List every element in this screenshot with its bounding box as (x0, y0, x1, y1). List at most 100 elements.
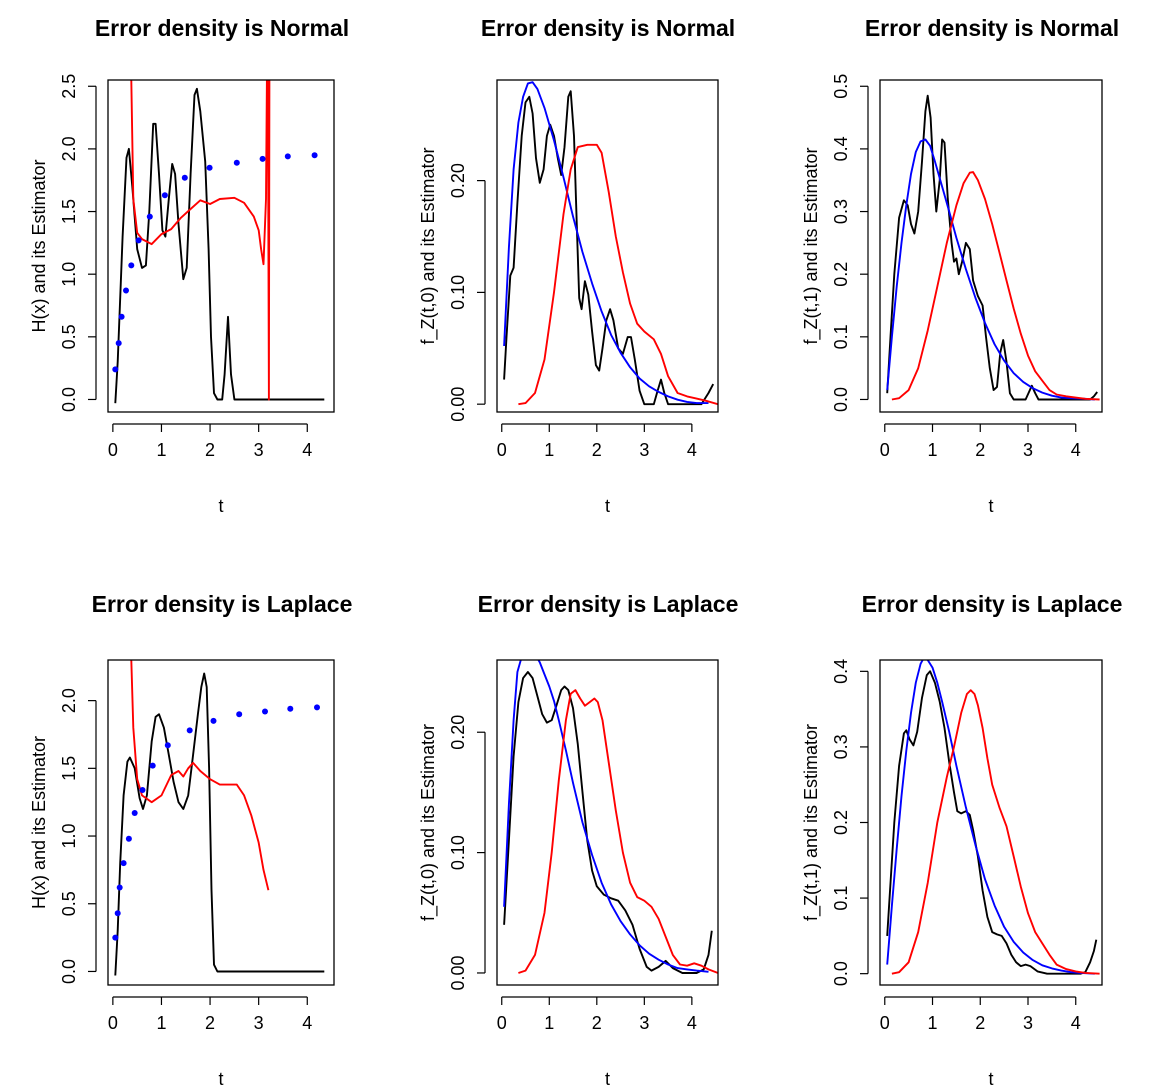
y-tick-label: 0.0 (59, 387, 79, 412)
series-line (114, 87, 325, 404)
x-axis-label: t (218, 1069, 223, 1089)
series-points (112, 152, 318, 373)
series-line (518, 143, 718, 406)
x-tick-label: 3 (1023, 440, 1033, 460)
data-point (120, 860, 127, 867)
y-axis: 0.0 0.1 0.2 0.3 0.4 0.5 f_Z(t,1) and its Estim… (801, 74, 869, 412)
y-tick-label: 0.5 (59, 324, 79, 349)
chart-title: Error density is Normal (865, 15, 1119, 41)
y-tick-label: 1.0 (59, 824, 79, 849)
series-line (891, 171, 1100, 401)
x-axis-label: t (218, 496, 223, 516)
x-tick-label: 0 (497, 1013, 507, 1033)
x-tick-label: 3 (254, 440, 264, 460)
series-line (518, 689, 718, 974)
data-point (206, 164, 213, 171)
x-tick-label: 2 (975, 1013, 985, 1033)
x-tick-label: 2 (592, 1013, 602, 1033)
y-tick-label: 0.0 (59, 959, 79, 984)
data-point (131, 810, 138, 816)
x-axis: 0 1 2 3 4 t (497, 996, 697, 1089)
y-tick-label: 0.00 (448, 387, 468, 422)
y-tick-label: 2.0 (59, 136, 79, 161)
series-points (112, 704, 320, 941)
y-tick-label: 0.4 (831, 659, 851, 684)
data-point (149, 762, 156, 769)
y-axis-label: f_Z(t,1) and its Estimator (801, 724, 822, 921)
data-point (112, 934, 119, 941)
y-tick-label: 2.5 (59, 74, 79, 99)
y-tick-label: 1.5 (59, 199, 79, 224)
series-line (503, 81, 709, 405)
y-tick-label: 0.3 (831, 199, 851, 224)
x-tick-label: 1 (544, 440, 554, 460)
x-axis: 0 1 2 3 4 t (108, 996, 312, 1089)
data-point (181, 174, 188, 181)
plot-frame (107, 659, 335, 986)
series-line (130, 80, 271, 401)
plot-frame (496, 659, 719, 986)
y-tick-label: 1.5 (59, 756, 79, 781)
x-tick-label: 1 (928, 440, 938, 460)
y-tick-label: 0.5 (59, 891, 79, 916)
x-tick-label: 2 (205, 440, 215, 460)
x-axis: 0 1 2 3 4 t (108, 423, 312, 516)
x-tick-label: 3 (639, 440, 649, 460)
x-tick-label: 3 (254, 1013, 264, 1033)
data-point (115, 340, 122, 347)
y-tick-label: 0.0 (831, 961, 851, 986)
x-tick-label: 4 (302, 1013, 312, 1033)
y-axis: 0.0 0.5 1.0 1.5 2.0 2.5 H(x) and its Estimator (29, 74, 97, 412)
x-tick-label: 4 (1071, 440, 1081, 460)
chart-title: Error density is Laplace (478, 591, 739, 617)
series-line (886, 138, 1095, 401)
x-axis-label: t (605, 1069, 610, 1089)
data-point (139, 787, 146, 793)
plot-frame (496, 79, 719, 413)
data-point (314, 704, 320, 711)
y-tick-label: 0.1 (831, 324, 851, 349)
x-tick-label: 4 (687, 440, 697, 460)
x-tick-label: 4 (1071, 1013, 1081, 1033)
y-tick-label: 0.2 (831, 262, 851, 287)
y-axis-label: H(x) and its Estimator (29, 736, 49, 909)
x-tick-label: 0 (880, 440, 890, 460)
y-tick-label: 0.3 (831, 734, 851, 759)
data-point (210, 717, 217, 724)
data-point (259, 155, 266, 162)
data-point (112, 366, 119, 373)
y-tick-label: 0.5 (831, 74, 851, 99)
data-point (135, 237, 142, 244)
data-point (233, 159, 240, 166)
chart-panel-1: Error density is Normal 0 1 2 3 4 t 0.0 0.5 1.0 1.… (29, 15, 349, 516)
series-line (503, 671, 713, 974)
x-axis: 0 1 2 3 4 t (880, 996, 1081, 1089)
chart-panel-4: Error density is Laplace 0 1 2 3 4 t 0.0 0.5 1.0 1… (29, 591, 352, 1089)
data-point (262, 708, 268, 715)
series-line (114, 672, 325, 976)
x-tick-label: 4 (687, 1013, 697, 1033)
y-tick-label: 0.1 (831, 886, 851, 911)
y-axis-label: f_Z(t,1) and its Estimator (801, 147, 822, 344)
x-tick-label: 0 (497, 440, 507, 460)
data-point (118, 313, 125, 320)
chart-title: Error density is Laplace (862, 591, 1123, 617)
x-tick-label: 2 (975, 440, 985, 460)
x-tick-label: 2 (592, 440, 602, 460)
y-axis: 0.0 0.5 1.0 1.5 2.0 H(x) and its Estimator (29, 688, 97, 984)
series-line (130, 660, 270, 891)
data-point (236, 711, 243, 718)
y-tick-label: 1.0 (59, 262, 79, 287)
x-tick-label: 3 (1023, 1013, 1033, 1033)
series-line (886, 94, 1098, 401)
data-point (284, 153, 291, 160)
y-axis-label: H(x) and its Estimator (29, 159, 49, 332)
y-axis-label: f_Z(t,0) and its Estimator (418, 147, 439, 344)
chart-title: Error density is Normal (481, 15, 735, 41)
x-tick-label: 3 (639, 1013, 649, 1033)
x-tick-label: 2 (205, 1013, 215, 1033)
